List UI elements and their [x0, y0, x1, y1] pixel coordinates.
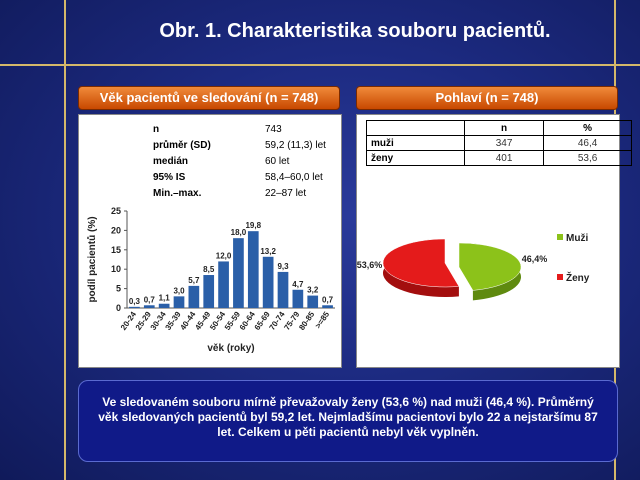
stat-row: medián 60 let [153, 155, 326, 169]
stat-value: 60 let [265, 156, 290, 167]
decor-line-left [64, 0, 66, 480]
sex-table-col-n: n [463, 120, 545, 136]
bar-value-label: 3,0 [173, 286, 185, 295]
stat-label: n [153, 124, 160, 135]
y-tick-label: 0 [116, 303, 121, 313]
bar [307, 295, 319, 308]
bar-value-label: 12,0 [216, 251, 232, 260]
stat-value: 58,4–60,0 let [265, 172, 323, 183]
bar [233, 238, 244, 308]
x-tick-label: >=85 [313, 310, 331, 331]
pie-slice [382, 238, 460, 288]
age-panel-header: Věk pacientů ve sledování (n = 748) [78, 86, 340, 110]
bar-value-label: 0,7 [144, 295, 156, 304]
bar [129, 306, 140, 308]
y-tick-label: 15 [111, 245, 121, 255]
y-tick-label: 25 [111, 206, 121, 216]
sex-panel-header: Pohlaví (n = 748) [356, 86, 618, 110]
bar-value-label: 13,2 [260, 247, 276, 256]
sex-n: 347 [463, 135, 545, 151]
stat-row: průměr (SD) 59,2 (11,3) let [153, 139, 326, 153]
legend-swatch [557, 274, 563, 280]
sex-pie-chart: 46,4% 53,6% Muži Ženy [357, 233, 590, 301]
sex-table-header-row: n % [366, 120, 632, 136]
bar [188, 285, 200, 308]
bar-value-label: 0,3 [129, 297, 141, 306]
bar [143, 305, 155, 308]
age-stats-table: n 743 průměr (SD) 59,2 (11,3) let medián 60 l… [151, 121, 328, 203]
bar [322, 305, 333, 308]
table-row: ženy 401 53,6 [366, 150, 632, 166]
sex-panel: n % muži 347 46,4 ženy 401 53,6 46,4% 53,… [356, 114, 632, 368]
slide-title: Obr. 1. Charakteristika souboru pacientů… [159, 20, 551, 42]
age-histogram: 05101520250,320-240,725-291,130-343,035-… [86, 206, 335, 354]
bar [203, 275, 215, 308]
bar [247, 231, 259, 308]
table-row: muži 347 46,4 [366, 135, 632, 151]
y-tick-label: 10 [111, 264, 121, 274]
stat-label: Min.–max. [153, 188, 202, 199]
decor-line-top [0, 64, 640, 66]
bar-value-label: 0,7 [322, 295, 334, 304]
x-tick-label: 80-85 [297, 310, 316, 332]
legend-label: Ženy [566, 271, 590, 284]
legend-label: Muži [566, 233, 588, 244]
stat-label: 95% IS [153, 172, 186, 183]
stat-value: 59,2 (11,3) let [265, 140, 326, 151]
stat-value: 743 [265, 124, 282, 135]
bar-value-label: 8,5 [203, 265, 215, 274]
stat-value: 22–87 let [265, 188, 307, 199]
bar [218, 261, 229, 308]
stat-row: n 743 [153, 123, 326, 137]
sex-table: n % muži 347 46,4 ženy 401 53,6 [366, 120, 632, 166]
stat-label: průměr (SD) [153, 140, 211, 151]
y-tick-label: 5 [116, 284, 121, 294]
sex-label: ženy [366, 150, 465, 166]
bar-value-label: 9,3 [277, 262, 289, 271]
sex-pct: 53,6 [543, 150, 632, 166]
age-panel: n 743 průměr (SD) 59,2 (11,3) let medián 60 l… [78, 114, 342, 368]
stat-label: medián [153, 156, 189, 167]
pie-value-label: 53,6% [357, 260, 382, 270]
summary-box: Ve sledovaném souboru mírně převažovaly … [78, 380, 618, 462]
y-axis-title: podíl pacientů (%) [86, 216, 98, 302]
sex-pct: 46,4 [543, 135, 632, 151]
bar [158, 303, 170, 308]
bar-value-label: 1,1 [159, 294, 171, 303]
bar-value-label: 19,8 [245, 221, 261, 230]
sex-table-col-pct: % [543, 120, 632, 136]
bar [173, 296, 185, 308]
bar-value-label: 3,2 [307, 286, 319, 295]
sex-n: 401 [463, 150, 545, 166]
pie-slice [458, 242, 522, 291]
bar [292, 289, 304, 308]
bar [277, 271, 289, 308]
x-axis-title: věk (roky) [207, 343, 254, 354]
sex-table-col-label [366, 120, 465, 136]
bar-value-label: 5,7 [188, 276, 200, 285]
y-tick-label: 20 [111, 225, 121, 235]
bar-value-label: 18,0 [231, 228, 247, 237]
bar [262, 256, 274, 308]
bar-value-label: 4,7 [292, 280, 304, 289]
legend-swatch [557, 234, 563, 240]
stat-row: 95% IS 58,4–60,0 let [153, 171, 326, 185]
pie-value-label: 46,4% [522, 254, 548, 264]
stat-row: Min.–max. 22–87 let [153, 187, 326, 201]
sex-label: muži [366, 135, 465, 151]
